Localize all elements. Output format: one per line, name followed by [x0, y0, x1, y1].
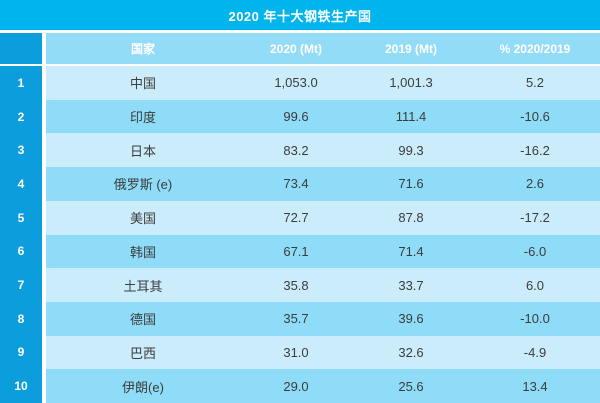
rank-badge: 4	[0, 167, 42, 201]
rank-badge: 2	[0, 99, 42, 134]
rank-badge: 7	[0, 268, 42, 302]
steel-production-table: 国家 2020 (Mt) 2019 (Mt) % 2020/2019 1 中国 …	[0, 33, 600, 403]
column-divider	[42, 268, 46, 302]
page-title: 2020 年十大钢铁生产国	[0, 0, 600, 30]
value-2019-cell: 1,001.3	[352, 66, 470, 100]
value-2019-cell: 87.8	[352, 200, 470, 235]
column-divider	[42, 369, 46, 403]
pct-change-cell: -17.2	[470, 200, 600, 235]
table-row: 4 俄罗斯 (e) 73.4 71.6 2.6	[0, 167, 600, 201]
table-row: 1 中国 1,053.0 1,001.3 5.2	[0, 66, 600, 100]
value-2020-cell: 83.2	[240, 133, 352, 168]
country-cell: 土耳其	[46, 268, 240, 302]
column-divider	[42, 133, 46, 168]
header-2019: 2019 (Mt)	[352, 33, 470, 64]
pct-change-cell: -16.2	[470, 133, 600, 168]
rank-badge: 5	[0, 200, 42, 235]
column-divider	[42, 167, 46, 201]
country-cell: 德国	[46, 301, 240, 336]
value-2019-cell: 99.3	[352, 133, 470, 168]
header-pct: % 2020/2019	[470, 33, 600, 64]
pct-change-cell: -10.0	[470, 301, 600, 336]
table-row: 9 巴西 31.0 32.6 -4.9	[0, 335, 600, 370]
pct-change-cell: 2.6	[470, 167, 600, 201]
table-header-row: 国家 2020 (Mt) 2019 (Mt) % 2020/2019	[0, 33, 600, 66]
column-divider	[42, 301, 46, 336]
country-cell: 日本	[46, 133, 240, 168]
header-country: 国家	[46, 33, 240, 64]
title-divider	[0, 30, 600, 33]
value-2020-cell: 35.8	[240, 268, 352, 302]
value-2019-cell: 39.6	[352, 301, 470, 336]
value-2019-cell: 71.4	[352, 234, 470, 269]
pct-change-cell: 13.4	[470, 369, 600, 403]
column-divider	[42, 99, 46, 134]
value-2020-cell: 73.4	[240, 167, 352, 201]
table-row: 2 印度 99.6 111.4 -10.6	[0, 99, 600, 134]
rank-badge: 6	[0, 234, 42, 269]
pct-change-cell: -10.6	[470, 99, 600, 134]
column-divider	[42, 33, 46, 64]
column-divider	[42, 335, 46, 370]
value-2020-cell: 67.1	[240, 234, 352, 269]
rank-badge: 8	[0, 301, 42, 336]
pct-change-cell: -6.0	[470, 234, 600, 269]
value-2019-cell: 71.6	[352, 167, 470, 201]
value-2019-cell: 25.6	[352, 369, 470, 403]
rank-badge: 10	[0, 369, 42, 403]
column-divider	[42, 66, 46, 100]
table-row: 7 土耳其 35.8 33.7 6.0	[0, 268, 600, 302]
value-2019-cell: 33.7	[352, 268, 470, 302]
country-cell: 美国	[46, 200, 240, 235]
column-divider	[42, 200, 46, 235]
table-row: 8 德国 35.7 39.6 -10.0	[0, 301, 600, 336]
country-cell: 印度	[46, 99, 240, 134]
table-row: 5 美国 72.7 87.8 -17.2	[0, 200, 600, 235]
value-2020-cell: 31.0	[240, 335, 352, 370]
pct-change-cell: 5.2	[470, 66, 600, 100]
country-cell: 韩国	[46, 234, 240, 269]
table-row: 3 日本 83.2 99.3 -16.2	[0, 133, 600, 168]
table-row: 6 韩国 67.1 71.4 -6.0	[0, 234, 600, 269]
value-2020-cell: 72.7	[240, 200, 352, 235]
table-row: 10 伊朗(e) 29.0 25.6 13.4	[0, 369, 600, 403]
value-2020-cell: 35.7	[240, 301, 352, 336]
pct-change-cell: 6.0	[470, 268, 600, 302]
rank-badge: 1	[0, 66, 42, 100]
column-divider	[42, 234, 46, 269]
value-2019-cell: 32.6	[352, 335, 470, 370]
value-2020-cell: 29.0	[240, 369, 352, 403]
country-cell: 俄罗斯 (e)	[46, 167, 240, 201]
country-cell: 伊朗(e)	[46, 369, 240, 403]
value-2020-cell: 1,053.0	[240, 66, 352, 100]
value-2020-cell: 99.6	[240, 99, 352, 134]
header-2020: 2020 (Mt)	[240, 33, 352, 64]
pct-change-cell: -4.9	[470, 335, 600, 370]
value-2019-cell: 111.4	[352, 99, 470, 134]
country-cell: 巴西	[46, 335, 240, 370]
country-cell: 中国	[46, 66, 240, 100]
rank-badge: 3	[0, 133, 42, 168]
header-rank-cell	[0, 33, 42, 64]
rank-badge: 9	[0, 335, 42, 370]
